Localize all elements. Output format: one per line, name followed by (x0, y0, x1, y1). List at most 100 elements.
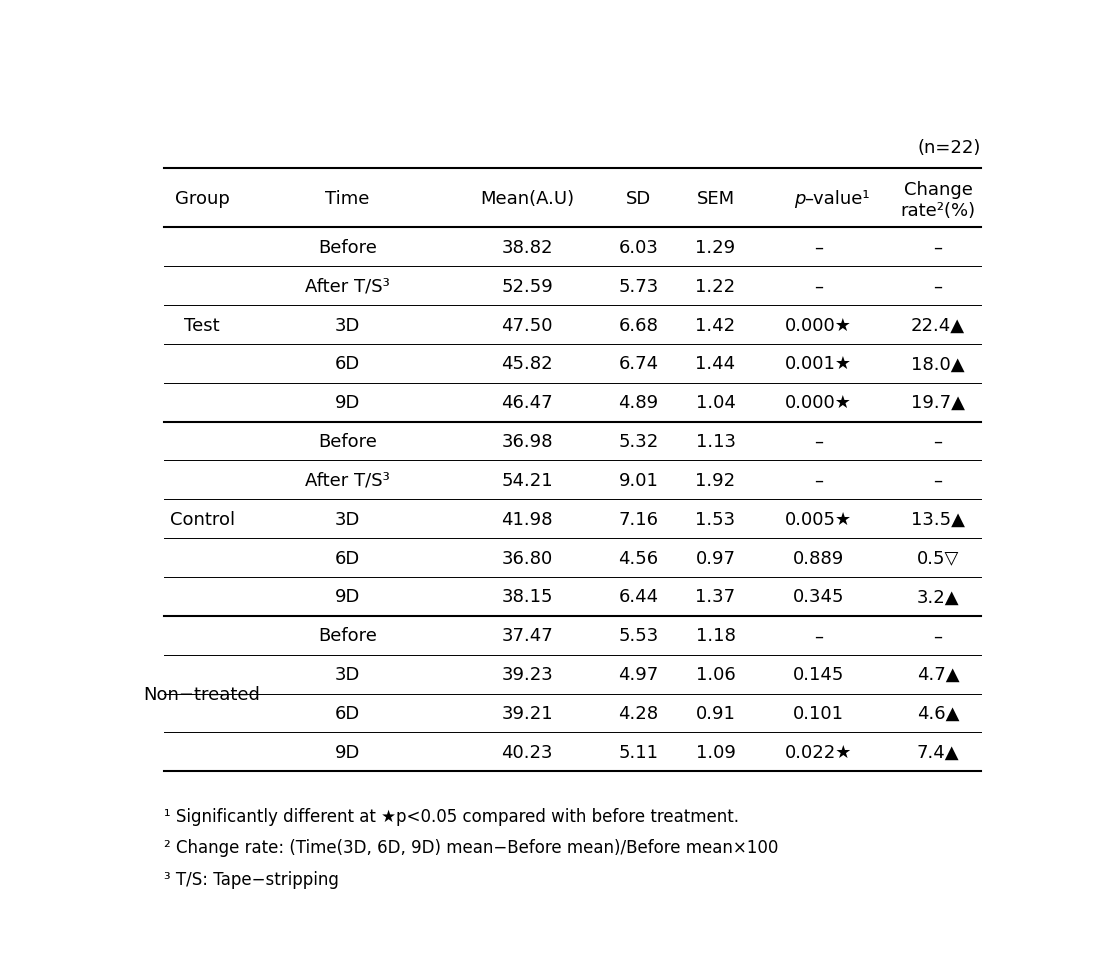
Text: 52.59: 52.59 (501, 277, 553, 296)
Text: 4.28: 4.28 (618, 704, 659, 722)
Text: 22.4▲: 22.4▲ (911, 316, 965, 334)
Text: 47.50: 47.50 (501, 316, 553, 334)
Text: 1.04: 1.04 (696, 393, 735, 412)
Text: (n=22): (n=22) (917, 139, 980, 157)
Text: 0.5▽: 0.5▽ (916, 549, 959, 567)
Text: –: – (934, 627, 943, 644)
Text: rate²(%): rate²(%) (901, 202, 976, 219)
Text: 0.97: 0.97 (696, 549, 735, 567)
Text: SEM: SEM (697, 189, 734, 207)
Text: 6.44: 6.44 (618, 588, 659, 606)
Text: Before: Before (318, 432, 378, 451)
Text: 5.11: 5.11 (618, 743, 658, 761)
Text: 0.000★: 0.000★ (785, 316, 851, 334)
Text: 54.21: 54.21 (501, 471, 553, 489)
Text: –: – (814, 432, 822, 451)
Text: 1.22: 1.22 (696, 277, 735, 296)
Text: After T/S³: After T/S³ (305, 471, 390, 489)
Text: 9D: 9D (335, 393, 360, 412)
Text: 3D: 3D (335, 316, 360, 334)
Text: 5.32: 5.32 (618, 432, 659, 451)
Text: 0.005★: 0.005★ (785, 511, 852, 528)
Text: 38.82: 38.82 (501, 238, 553, 257)
Text: 0.001★: 0.001★ (785, 355, 851, 373)
Text: ³ T/S: Tape−stripping: ³ T/S: Tape−stripping (163, 870, 339, 888)
Text: 40.23: 40.23 (501, 743, 553, 761)
Text: Test: Test (184, 316, 220, 334)
Text: 1.42: 1.42 (696, 316, 735, 334)
Text: –: – (934, 471, 943, 489)
Text: 3.2▲: 3.2▲ (916, 588, 959, 606)
Text: 13.5▲: 13.5▲ (911, 511, 965, 528)
Text: 1.18: 1.18 (696, 627, 735, 644)
Text: Group: Group (174, 189, 230, 207)
Text: –value¹: –value¹ (805, 189, 870, 207)
Text: 36.98: 36.98 (501, 432, 553, 451)
Text: 9D: 9D (335, 588, 360, 606)
Text: 4.89: 4.89 (618, 393, 659, 412)
Text: After T/S³: After T/S³ (305, 277, 390, 296)
Text: 45.82: 45.82 (501, 355, 553, 373)
Text: 0.000★: 0.000★ (785, 393, 851, 412)
Text: 9.01: 9.01 (618, 471, 658, 489)
Text: 0.889: 0.889 (793, 549, 843, 567)
Text: 7.16: 7.16 (618, 511, 658, 528)
Text: 39.23: 39.23 (501, 666, 553, 683)
Text: 1.29: 1.29 (696, 238, 735, 257)
Text: 18.0▲: 18.0▲ (911, 355, 965, 373)
Text: 1.09: 1.09 (696, 743, 735, 761)
Text: –: – (934, 238, 943, 257)
Text: –: – (814, 277, 822, 296)
Text: –: – (814, 471, 822, 489)
Text: 3D: 3D (335, 666, 360, 683)
Text: 0.101: 0.101 (793, 704, 843, 722)
Text: 1.06: 1.06 (696, 666, 735, 683)
Text: 1.53: 1.53 (696, 511, 735, 528)
Text: ² Change rate: (Time(3D, 6D, 9D) mean−Before mean)/Before mean×100: ² Change rate: (Time(3D, 6D, 9D) mean−Be… (163, 838, 778, 857)
Text: 46.47: 46.47 (501, 393, 553, 412)
Text: 6D: 6D (335, 549, 360, 567)
Text: 4.97: 4.97 (618, 666, 659, 683)
Text: 36.80: 36.80 (501, 549, 553, 567)
Text: 38.15: 38.15 (501, 588, 553, 606)
Text: Change: Change (903, 180, 973, 199)
Text: –: – (814, 238, 822, 257)
Text: 19.7▲: 19.7▲ (911, 393, 965, 412)
Text: 1.13: 1.13 (696, 432, 735, 451)
Text: 0.145: 0.145 (793, 666, 843, 683)
Text: 0.91: 0.91 (696, 704, 735, 722)
Text: p: p (794, 189, 806, 207)
Text: 1.44: 1.44 (696, 355, 735, 373)
Text: Before: Before (318, 238, 378, 257)
Text: 6.68: 6.68 (618, 316, 658, 334)
Text: 6D: 6D (335, 355, 360, 373)
Text: –: – (934, 432, 943, 451)
Text: 5.73: 5.73 (618, 277, 659, 296)
Text: Time: Time (326, 189, 370, 207)
Text: 9D: 9D (335, 743, 360, 761)
Text: 0.345: 0.345 (793, 588, 843, 606)
Text: Non−treated: Non−treated (144, 685, 261, 703)
Text: 4.6▲: 4.6▲ (916, 704, 959, 722)
Text: 5.53: 5.53 (618, 627, 659, 644)
Text: –: – (814, 627, 822, 644)
Text: 6.03: 6.03 (618, 238, 658, 257)
Text: 41.98: 41.98 (501, 511, 553, 528)
Text: 6D: 6D (335, 704, 360, 722)
Text: ¹ Significantly different at ★p<0.05 compared with before treatment.: ¹ Significantly different at ★p<0.05 com… (163, 807, 739, 826)
Text: SD: SD (626, 189, 651, 207)
Text: Control: Control (170, 511, 235, 528)
Text: 37.47: 37.47 (501, 627, 553, 644)
Text: 6.74: 6.74 (618, 355, 659, 373)
Text: 4.7▲: 4.7▲ (916, 666, 959, 683)
Text: 1.92: 1.92 (696, 471, 735, 489)
Text: 3D: 3D (335, 511, 360, 528)
Text: 7.4▲: 7.4▲ (916, 743, 959, 761)
Text: –: – (934, 277, 943, 296)
Text: 1.37: 1.37 (696, 588, 735, 606)
Text: 0.022★: 0.022★ (785, 743, 852, 761)
Text: Before: Before (318, 627, 378, 644)
Text: 4.56: 4.56 (618, 549, 659, 567)
Text: 39.21: 39.21 (501, 704, 553, 722)
Text: Mean(A.U): Mean(A.U) (480, 189, 574, 207)
